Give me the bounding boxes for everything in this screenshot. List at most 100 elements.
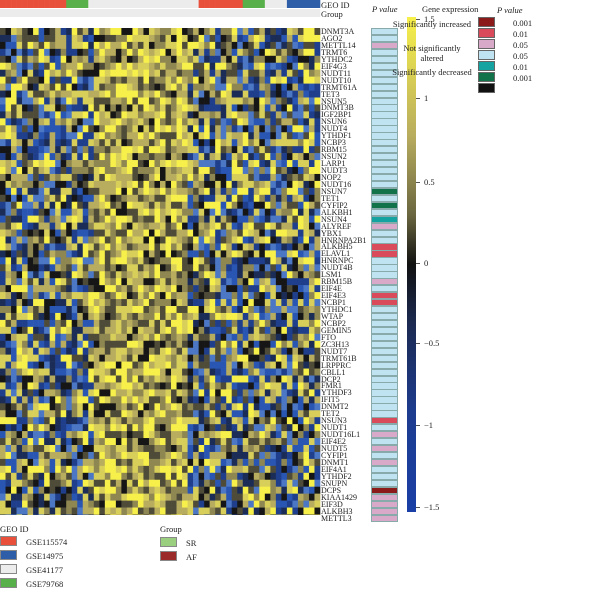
heatmap-cell xyxy=(220,104,227,112)
heatmap-cell xyxy=(11,403,17,411)
heatmap-cell xyxy=(193,514,199,515)
heatmap-cell xyxy=(176,319,183,328)
heatmap-cell xyxy=(77,493,84,501)
heatmap-cell xyxy=(198,62,205,70)
heatmap-cell xyxy=(38,83,45,91)
heatmap-cell xyxy=(281,451,288,460)
heatmap-cell xyxy=(143,104,150,112)
heatmap-cell xyxy=(182,139,188,147)
heatmap-cell xyxy=(44,125,50,133)
heatmap-cell xyxy=(204,104,210,112)
heatmap-cell xyxy=(259,62,266,70)
heatmap-cell xyxy=(231,97,238,105)
heatmap-cell xyxy=(110,403,117,411)
group-legend-label-af: AF xyxy=(186,552,197,562)
heatmap-cell xyxy=(165,125,172,133)
heatmap-cell xyxy=(77,299,84,307)
heatmap-cell xyxy=(77,229,84,237)
heatmap-cell xyxy=(55,90,61,98)
heatmap-cell xyxy=(0,97,6,105)
heatmap-cell xyxy=(33,208,39,216)
p-value-cell xyxy=(371,271,398,279)
heatmap-cell xyxy=(60,424,67,432)
heatmap-cell xyxy=(308,250,315,258)
heatmap-cell xyxy=(248,382,255,390)
heatmap-cell xyxy=(137,153,144,161)
heatmap-cell xyxy=(126,306,133,314)
heatmap-cell xyxy=(104,62,111,70)
heatmap-cell xyxy=(104,194,111,203)
heatmap-cell xyxy=(16,173,23,182)
heatmap-cell xyxy=(259,340,266,348)
heatmap-cell xyxy=(148,69,155,77)
heatmap-cell xyxy=(198,326,205,335)
heatmap-cell xyxy=(292,326,299,335)
heatmap-cell xyxy=(66,125,73,133)
heatmap-cell xyxy=(253,306,260,314)
heatmap-cell xyxy=(176,417,183,425)
heatmap-cell xyxy=(104,55,111,64)
heatmap-cell xyxy=(308,396,315,404)
heatmap-cell xyxy=(215,180,221,189)
heatmap-cell xyxy=(292,97,299,105)
heatmap-cell xyxy=(204,146,210,154)
heatmap-cell xyxy=(209,340,216,348)
heatmap-cell xyxy=(99,333,106,342)
heatmap-cell xyxy=(115,424,122,432)
heatmap-cell xyxy=(182,125,188,133)
heatmap-cell xyxy=(60,90,67,98)
heatmap-cell xyxy=(121,118,128,126)
heatmap-cell xyxy=(77,479,84,487)
heatmap-cell xyxy=(275,69,282,77)
heatmap-cell xyxy=(182,514,188,515)
heatmap-cell xyxy=(60,333,67,342)
heatmap-cell xyxy=(60,472,67,481)
heatmap-cell xyxy=(171,167,177,175)
p-legend-increased: Significantly increased xyxy=(392,19,472,29)
heatmap-cell xyxy=(226,403,233,411)
heatmap-cell xyxy=(270,354,277,362)
heatmap-cell xyxy=(314,167,321,175)
heatmap-cell xyxy=(259,368,266,376)
heatmap-cell xyxy=(231,229,238,237)
heatmap-cell xyxy=(226,507,233,515)
group-annotation-cell xyxy=(160,9,166,17)
heatmap-cell xyxy=(93,132,100,140)
heatmap-cell xyxy=(71,229,78,237)
heatmap-cell xyxy=(220,236,227,244)
heatmap-cell xyxy=(132,424,139,432)
heatmap-cell xyxy=(215,201,221,209)
heatmap-cell xyxy=(60,194,67,203)
heatmap-cell xyxy=(154,264,161,272)
heatmap-cell xyxy=(44,194,50,203)
heatmap-cell xyxy=(66,424,73,432)
heatmap-cell xyxy=(303,312,310,321)
heatmap-cell xyxy=(171,83,177,91)
heatmap-cell xyxy=(99,451,106,460)
heatmap-cell xyxy=(204,41,210,50)
heatmap-cell xyxy=(22,132,28,140)
heatmap-cell xyxy=(38,236,45,244)
heatmap-cell xyxy=(193,48,199,57)
heatmap-cell xyxy=(165,472,172,481)
geo-id-annotation-cell xyxy=(171,0,177,8)
heatmap-cell xyxy=(187,479,194,487)
heatmap-cell xyxy=(0,55,6,64)
heatmap-cell xyxy=(193,417,199,425)
gene-label: NOP2 xyxy=(321,172,342,182)
heatmap-cell xyxy=(99,438,106,446)
heatmap-cell xyxy=(126,347,133,355)
heatmap-cell xyxy=(55,389,61,397)
heatmap-cell xyxy=(110,479,117,487)
heatmap-cell xyxy=(160,445,166,453)
heatmap-cell xyxy=(292,104,299,112)
p-value-cell xyxy=(371,257,398,265)
heatmap-cell xyxy=(71,187,78,196)
heatmap-cell xyxy=(49,354,56,362)
heatmap-cell xyxy=(99,250,106,258)
heatmap-cell xyxy=(171,76,177,84)
heatmap-cell xyxy=(115,104,122,112)
heatmap-cell xyxy=(126,139,133,147)
heatmap-cell xyxy=(281,507,288,515)
heatmap-cell xyxy=(66,62,73,70)
